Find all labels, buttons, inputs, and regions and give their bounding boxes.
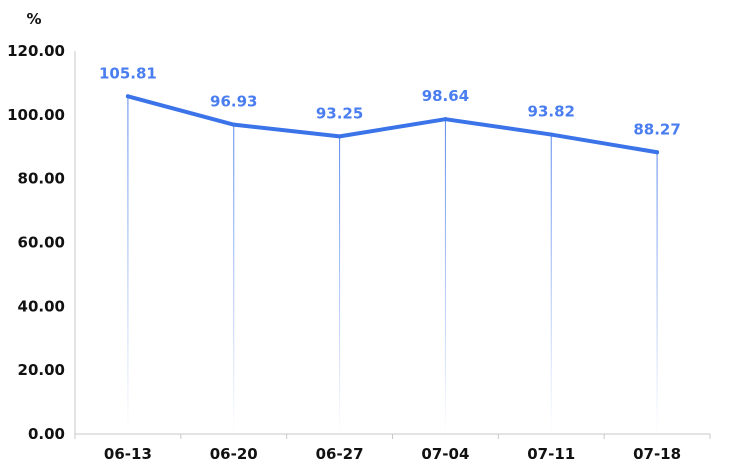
drop-line: [656, 152, 658, 434]
data-label: 96.93: [210, 93, 257, 111]
x-tick-label: 07-11: [527, 445, 575, 463]
data-label: 105.81: [99, 64, 157, 82]
series-line: [125, 94, 660, 155]
data-label: 93.25: [316, 104, 363, 122]
y-tick-label: 120.00: [7, 42, 65, 60]
series-line-group: [125, 94, 660, 155]
data-label: 98.64: [422, 87, 469, 105]
data-point[interactable]: [337, 134, 342, 139]
drop-line: [233, 124, 235, 435]
data-label: 88.27: [633, 120, 680, 138]
y-tick-label: 80.00: [18, 170, 65, 188]
x-tick-label: 07-18: [633, 445, 681, 463]
y-axis-unit-label: %: [26, 10, 41, 28]
drop-line: [550, 134, 552, 434]
y-tick-label: 20.00: [18, 361, 65, 379]
y-tick-label: 40.00: [18, 297, 65, 315]
y-tick-label: 60.00: [18, 234, 65, 252]
data-point[interactable]: [231, 122, 236, 127]
drop-lines: [127, 96, 658, 435]
data-label: 93.82: [528, 103, 575, 121]
data-points: [125, 94, 660, 155]
drop-line: [127, 96, 129, 435]
x-axis: 06-13 06-20 06-27 07-04 07-11 07-18: [74, 433, 711, 463]
x-tick-label: 06-27: [316, 445, 364, 463]
data-labels: 105.81 96.93 93.25 98.64 93.82 88.27: [99, 64, 681, 138]
x-tick-label: 06-20: [210, 445, 258, 463]
data-point[interactable]: [655, 150, 660, 155]
y-tick-label: 100.00: [7, 106, 65, 124]
data-point[interactable]: [549, 132, 554, 137]
y-tick-label: 0.00: [28, 425, 65, 443]
y-axis: 0.00 20.00 40.00 60.00 80.00 100.00 120.00: [7, 42, 76, 443]
drop-line: [444, 119, 446, 434]
drop-line: [339, 136, 341, 435]
x-tick-label: 06-13: [104, 445, 152, 463]
data-point[interactable]: [443, 117, 448, 122]
data-point[interactable]: [125, 94, 130, 99]
x-tick-label: 07-04: [421, 445, 469, 463]
